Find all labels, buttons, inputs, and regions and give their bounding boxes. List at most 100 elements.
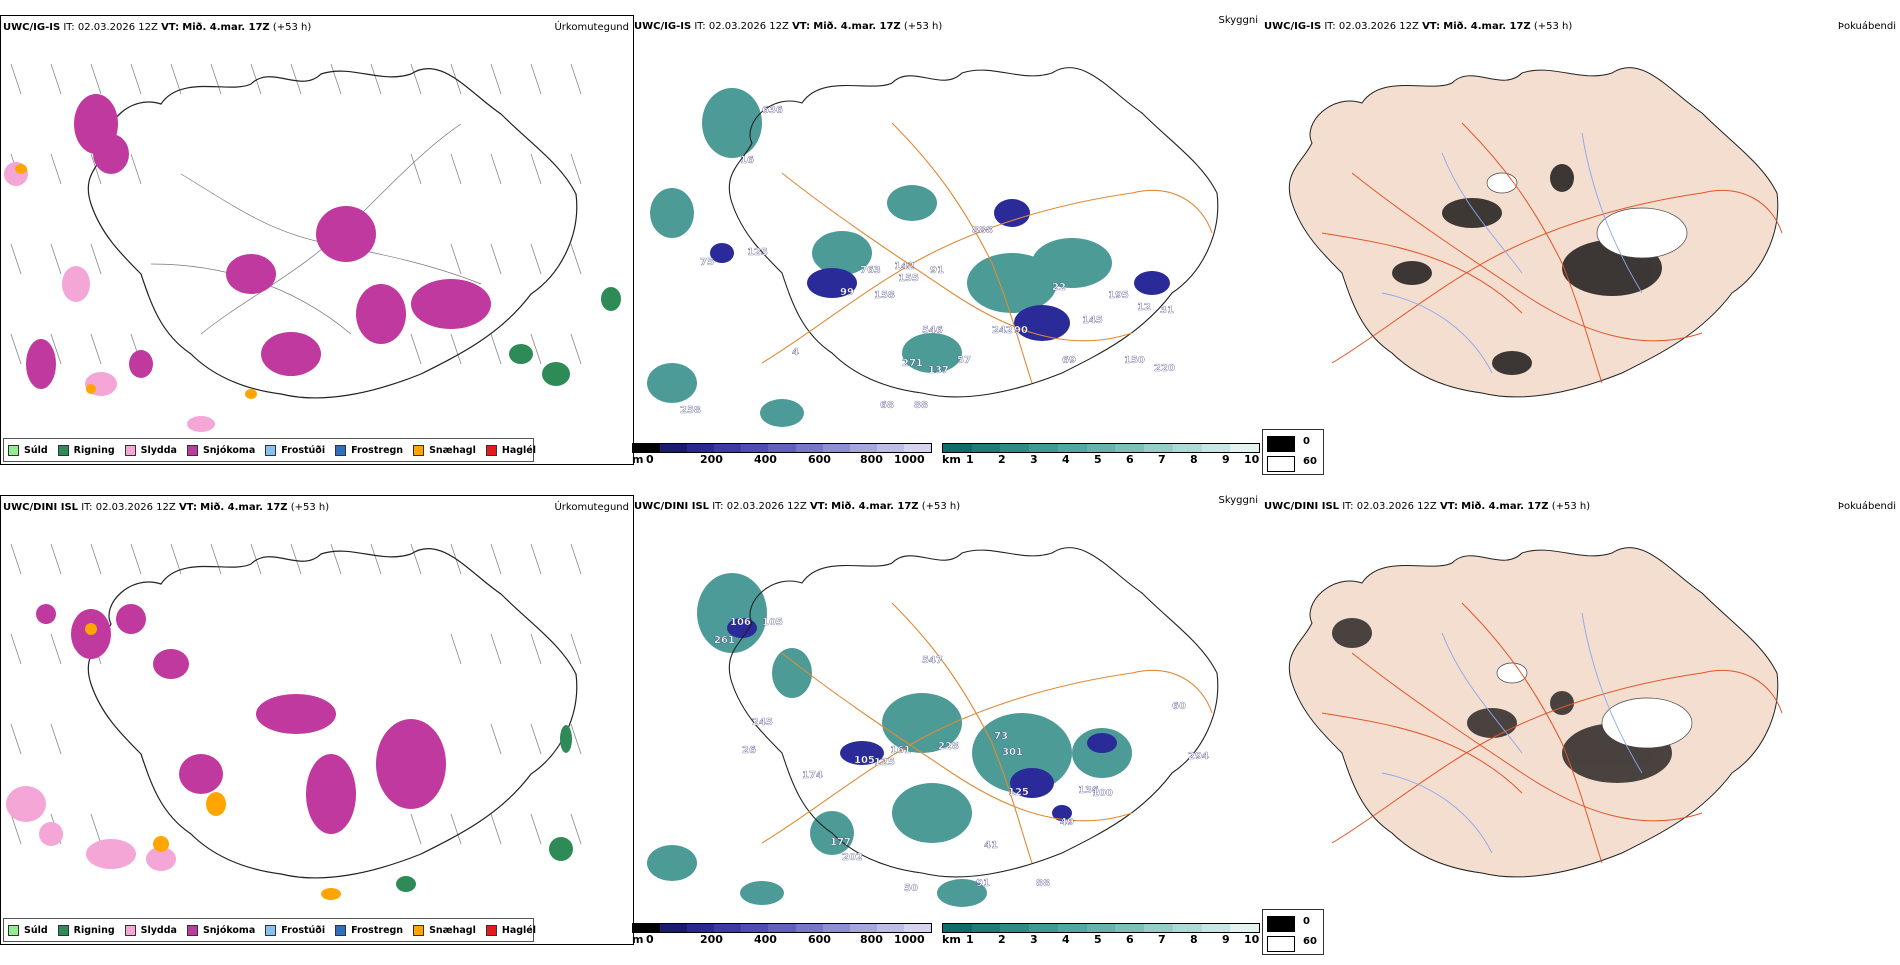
- visibility-color-step: [1144, 444, 1173, 452]
- visibility-value: 150: [1124, 355, 1145, 366]
- colorbar-tick: 7: [1158, 933, 1166, 946]
- legend-swatch: [124, 924, 136, 936]
- fog-key-swatch: [1267, 436, 1295, 452]
- colorbar-tick: 600: [808, 933, 831, 946]
- cloudbase-color-step: [741, 924, 769, 932]
- visibility-value: 91: [930, 265, 944, 276]
- legend-swatch: [265, 924, 277, 936]
- cloudbase-color-step: [687, 444, 715, 452]
- legend-swatch: [186, 924, 198, 936]
- visibility-panel: UWC/IG-IS IT: 02.03.2026 12Z VT: Mið. 4.…: [632, 15, 1262, 475]
- colorbar-tick: 2: [998, 933, 1006, 946]
- cloudbase-color-step: [633, 924, 661, 932]
- cloudbase-color-step: [849, 924, 877, 932]
- visibility-value: 69: [1062, 355, 1076, 366]
- visibility-value: 88: [914, 400, 928, 411]
- panel-header: UWC/DINI ISL IT: 02.03.2026 12Z VT: Mið.…: [634, 501, 961, 512]
- fog-map: [1288, 547, 1783, 878]
- visibility-color-step: [1057, 924, 1087, 932]
- fog-key-label: 60: [1303, 456, 1317, 467]
- cloudbase-color-step: [849, 444, 877, 452]
- visibility-color-step: [1172, 924, 1202, 932]
- legend-item-snow-pellets: Snæhagl: [413, 924, 476, 936]
- visibility-value: 50: [904, 883, 918, 894]
- colorbar-tick: 1: [966, 453, 974, 466]
- panel-title: Þokuábendi: [1837, 501, 1896, 512]
- visibility-value: 155: [898, 273, 919, 284]
- visibility-value: 49: [1060, 817, 1074, 828]
- legend-swatch: [265, 444, 277, 456]
- cloudbase-color-step: [903, 924, 932, 932]
- legend-swatch: [335, 444, 347, 456]
- cloudbase-color-step: [795, 444, 823, 452]
- visibility-color-step: [1115, 444, 1145, 452]
- visibility-value-labels: 636 16 125 75 763 142 155 91 99 158 888 …: [680, 105, 1175, 416]
- visibility-color-step: [1029, 924, 1058, 932]
- colorbar-tick: 2: [998, 453, 1006, 466]
- cloudbase-color-step: [768, 924, 796, 932]
- visibility-color-step: [1201, 924, 1231, 932]
- legend-item-rain: Rigning: [57, 444, 115, 456]
- cloudbase-colorbar: m 0 200 400 600 800 1000: [632, 443, 932, 467]
- fog-key-swatch: [1267, 456, 1295, 472]
- legend-item-hail: Haglél: [485, 444, 536, 456]
- visibility-value: 57: [957, 355, 971, 366]
- colorbar-tick: 9: [1222, 933, 1230, 946]
- legend-swatch: [57, 924, 69, 936]
- legend-item-drizzle: Súld: [8, 444, 48, 456]
- cloudbase-color-step: [741, 444, 769, 452]
- visibility-color-step: [1000, 444, 1030, 452]
- visibility-value: 174: [802, 770, 823, 781]
- visibility-value: 258: [680, 405, 701, 416]
- visibility-value: 75: [700, 257, 714, 268]
- visibility-color-step: [1000, 924, 1030, 932]
- legend-item-snow: Snjókoma: [186, 444, 255, 456]
- cloudbase-color-step: [660, 444, 688, 452]
- visibility-value: 31: [1160, 305, 1174, 316]
- panel-title: Skyggni: [1218, 495, 1258, 506]
- legend-swatch: [8, 444, 19, 456]
- visibility-value: 888: [972, 225, 993, 236]
- cloudbase-color-step: [714, 924, 742, 932]
- legend-swatch: [186, 444, 198, 456]
- cloudbase-color-step: [633, 444, 661, 452]
- cloudbase-color-step: [660, 924, 688, 932]
- cloudbase-color-step: [714, 444, 742, 452]
- cloudbase-color-step: [822, 444, 850, 452]
- legend-item-sleet: Slydda: [124, 444, 177, 456]
- legend-item-freezing-drizzle: Frostúði: [265, 924, 325, 936]
- visibility-value: 125: [1008, 787, 1029, 798]
- visibility-colorbar-swatches: [942, 443, 1260, 453]
- visibility-value: 91: [976, 878, 990, 889]
- cloudbase-colorbar-swatches: [632, 443, 932, 453]
- legend-item-freezing-drizzle: Frostúði: [265, 444, 325, 456]
- visibility-color-step: [1144, 924, 1173, 932]
- cloudbase-color-step: [876, 924, 904, 932]
- visibility-value: 105: [762, 617, 783, 628]
- visibility-value: 547: [922, 655, 943, 666]
- colorbar-tick: 600: [808, 453, 831, 466]
- visibility-colorbar: km 1 2 3 4 5 6 7 8 9 10: [942, 443, 1260, 467]
- colorbar-tick: 4: [1062, 933, 1070, 946]
- visibility-value: 12: [1137, 302, 1151, 313]
- legend-item-freezing-rain: Frostregn: [335, 444, 403, 456]
- colorbar-tick: 1: [966, 933, 974, 946]
- legend-swatch: [335, 924, 347, 936]
- visibility-value: 145: [1082, 315, 1103, 326]
- visibility-color-step: [1086, 444, 1116, 452]
- visibility-value: 137: [928, 365, 949, 376]
- visibility-value: 546: [922, 325, 943, 336]
- fog-map: [1288, 67, 1783, 398]
- visibility-value: 142: [894, 261, 915, 272]
- colorbar-tick: 10: [1244, 933, 1260, 946]
- visibility-value: 245: [752, 717, 773, 728]
- visibility-value: 41: [984, 840, 998, 851]
- colorbar-tick: 8: [1190, 453, 1198, 466]
- visibility-value: 271: [902, 358, 923, 369]
- visibility-value: 177: [830, 837, 851, 848]
- legend-item-rain: Rigning: [57, 924, 115, 936]
- legend-swatch: [57, 444, 69, 456]
- legend-swatch: [485, 924, 497, 936]
- visibility-value: 261: [714, 635, 735, 646]
- colorbar-tick: 6: [1126, 933, 1134, 946]
